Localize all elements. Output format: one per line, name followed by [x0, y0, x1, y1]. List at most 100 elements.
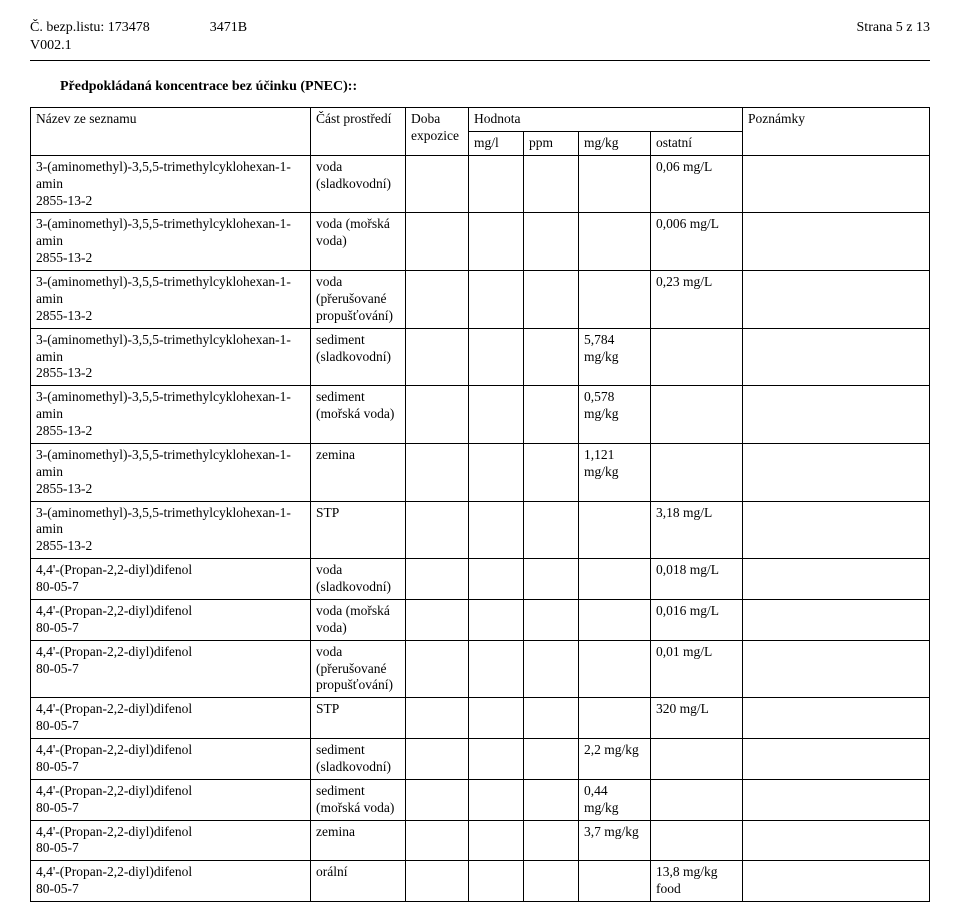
cell-exp	[406, 271, 469, 329]
cell-env: sediment (sladkovodní)	[311, 739, 406, 780]
cell-mgl	[469, 501, 524, 559]
table-row: 3-(aminomethyl)-3,5,5-trimethylcyklohexa…	[31, 386, 930, 444]
col-header-name: Název ze seznamu	[31, 108, 311, 156]
cell-env: voda (sladkovodní)	[311, 155, 406, 213]
cell-ppm	[524, 640, 579, 698]
cell-mgl	[469, 155, 524, 213]
cell-exp	[406, 599, 469, 640]
cell-notes	[743, 640, 930, 698]
cell-other: 0,006 mg/L	[651, 213, 743, 271]
cell-notes	[743, 559, 930, 600]
cell-mgl	[469, 559, 524, 600]
cell-name: 4,4'-(Propan-2,2-diyl)difenol 80-05-7	[31, 820, 311, 861]
cell-exp	[406, 820, 469, 861]
cell-other: 0,018 mg/L	[651, 559, 743, 600]
cell-ppm	[524, 559, 579, 600]
cell-name: 4,4'-(Propan-2,2-diyl)difenol 80-05-7	[31, 861, 311, 902]
cell-mgl	[469, 739, 524, 780]
cell-ppm	[524, 739, 579, 780]
cell-notes	[743, 386, 930, 444]
cell-mgkg: 3,7 mg/kg	[579, 820, 651, 861]
cell-other	[651, 443, 743, 501]
table-row: 3-(aminomethyl)-3,5,5-trimethylcyklohexa…	[31, 271, 930, 329]
cell-other: 0,01 mg/L	[651, 640, 743, 698]
table-row: 4,4'-(Propan-2,2-diyl)difenol 80-05-7zem…	[31, 820, 930, 861]
cell-env: voda (přerušované propušťování)	[311, 640, 406, 698]
header-divider	[30, 60, 930, 61]
cell-mgl	[469, 386, 524, 444]
cell-ppm	[524, 328, 579, 386]
cell-env: sediment (sladkovodní)	[311, 328, 406, 386]
cell-env: STP	[311, 501, 406, 559]
cell-exp	[406, 698, 469, 739]
cell-env: STP	[311, 698, 406, 739]
cell-mgkg	[579, 640, 651, 698]
cell-name: 4,4'-(Propan-2,2-diyl)difenol 80-05-7	[31, 739, 311, 780]
cell-mgkg: 5,784 mg/kg	[579, 328, 651, 386]
cell-notes	[743, 443, 930, 501]
col-header-mgl: mg/l	[469, 131, 524, 155]
table-row: 4,4'-(Propan-2,2-diyl)difenol 80-05-7sed…	[31, 739, 930, 780]
cell-mgkg	[579, 501, 651, 559]
col-header-value: Hodnota	[469, 108, 743, 132]
cell-mgl	[469, 861, 524, 902]
table-row: 3-(aminomethyl)-3,5,5-trimethylcyklohexa…	[31, 155, 930, 213]
table-row: 4,4'-(Propan-2,2-diyl)difenol 80-05-7vod…	[31, 599, 930, 640]
cell-env: orální	[311, 861, 406, 902]
cell-env: sediment (mořská voda)	[311, 386, 406, 444]
page-header: Č. bezp.listu: 173478 3471B Strana 5 z 1…	[30, 20, 930, 36]
cell-name: 3-(aminomethyl)-3,5,5-trimethylcyklohexa…	[31, 271, 311, 329]
cell-notes	[743, 501, 930, 559]
cell-env: voda (přerušované propušťování)	[311, 271, 406, 329]
cell-notes	[743, 328, 930, 386]
table-row: 4,4'-(Propan-2,2-diyl)difenol 80-05-7vod…	[31, 559, 930, 600]
cell-name: 3-(aminomethyl)-3,5,5-trimethylcyklohexa…	[31, 386, 311, 444]
cell-exp	[406, 861, 469, 902]
cell-name: 3-(aminomethyl)-3,5,5-trimethylcyklohexa…	[31, 443, 311, 501]
cell-env: zemina	[311, 820, 406, 861]
cell-name: 4,4'-(Propan-2,2-diyl)difenol 80-05-7	[31, 559, 311, 600]
cell-mgl	[469, 779, 524, 820]
cell-mgkg	[579, 155, 651, 213]
cell-exp	[406, 386, 469, 444]
cell-ppm	[524, 213, 579, 271]
col-header-env: Část prostředí	[311, 108, 406, 156]
col-header-other: ostatní	[651, 131, 743, 155]
table-header: Název ze seznamu Část prostředí Doba exp…	[31, 108, 930, 156]
table-header-row-1: Název ze seznamu Část prostředí Doba exp…	[31, 108, 930, 132]
cell-mgl	[469, 328, 524, 386]
cell-other	[651, 328, 743, 386]
cell-name: 3-(aminomethyl)-3,5,5-trimethylcyklohexa…	[31, 501, 311, 559]
sheet-no-value: 173478	[108, 20, 150, 35]
cell-other: 13,8 mg/kg food	[651, 861, 743, 902]
cell-other: 0,016 mg/L	[651, 599, 743, 640]
cell-name: 3-(aminomethyl)-3,5,5-trimethylcyklohexa…	[31, 155, 311, 213]
cell-exp	[406, 328, 469, 386]
cell-ppm	[524, 779, 579, 820]
cell-name: 4,4'-(Propan-2,2-diyl)difenol 80-05-7	[31, 698, 311, 739]
cell-env: voda (sladkovodní)	[311, 559, 406, 600]
cell-exp	[406, 640, 469, 698]
cell-other	[651, 386, 743, 444]
cell-mgkg: 0,578 mg/kg	[579, 386, 651, 444]
col-header-ppm: ppm	[524, 131, 579, 155]
cell-notes	[743, 599, 930, 640]
cell-other: 0,06 mg/L	[651, 155, 743, 213]
cell-mgkg	[579, 698, 651, 739]
cell-mgl	[469, 213, 524, 271]
cell-mgkg: 1,121 mg/kg	[579, 443, 651, 501]
col-header-mgkg: mg/kg	[579, 131, 651, 155]
table-row: 3-(aminomethyl)-3,5,5-trimethylcyklohexa…	[31, 213, 930, 271]
cell-ppm	[524, 271, 579, 329]
cell-exp	[406, 739, 469, 780]
cell-mgkg	[579, 213, 651, 271]
cell-mgl	[469, 820, 524, 861]
cell-env: voda (mořská voda)	[311, 599, 406, 640]
cell-ppm	[524, 386, 579, 444]
col-header-notes: Poznámky	[743, 108, 930, 156]
cell-ppm	[524, 155, 579, 213]
cell-mgl	[469, 640, 524, 698]
page-number: Strana 5 z 13	[857, 20, 930, 36]
cell-other	[651, 739, 743, 780]
cell-ppm	[524, 501, 579, 559]
